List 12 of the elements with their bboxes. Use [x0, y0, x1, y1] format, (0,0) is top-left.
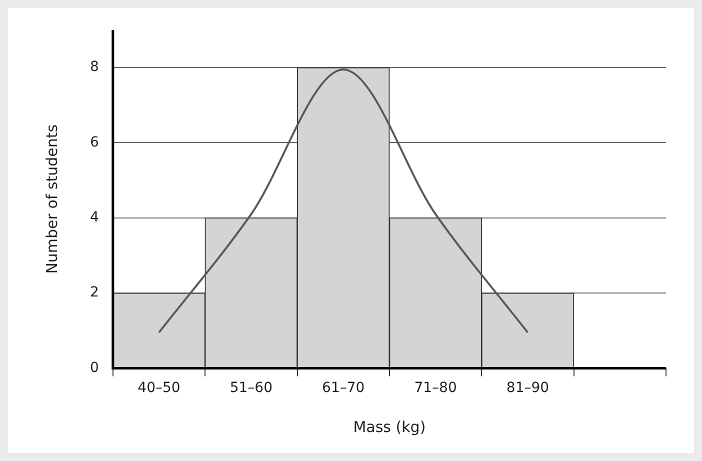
y-axis-title: Number of students — [42, 124, 61, 274]
x-tick-label: 61–70 — [322, 380, 365, 396]
y-tick-label: 6 — [90, 134, 99, 150]
x-tick-label: 40–50 — [138, 380, 180, 396]
y-tick-label: 8 — [90, 59, 99, 76]
y-tick-label: 0 — [90, 360, 99, 376]
x-tick-label: 71–80 — [414, 380, 457, 396]
y-tick-label: 4 — [90, 210, 99, 226]
x-tick-label: 81–90 — [506, 380, 550, 396]
x-axis-title: Mass (kg) — [353, 418, 426, 436]
y-tick-label: 2 — [90, 284, 99, 301]
x-tick-label: 51–60 — [230, 380, 272, 396]
